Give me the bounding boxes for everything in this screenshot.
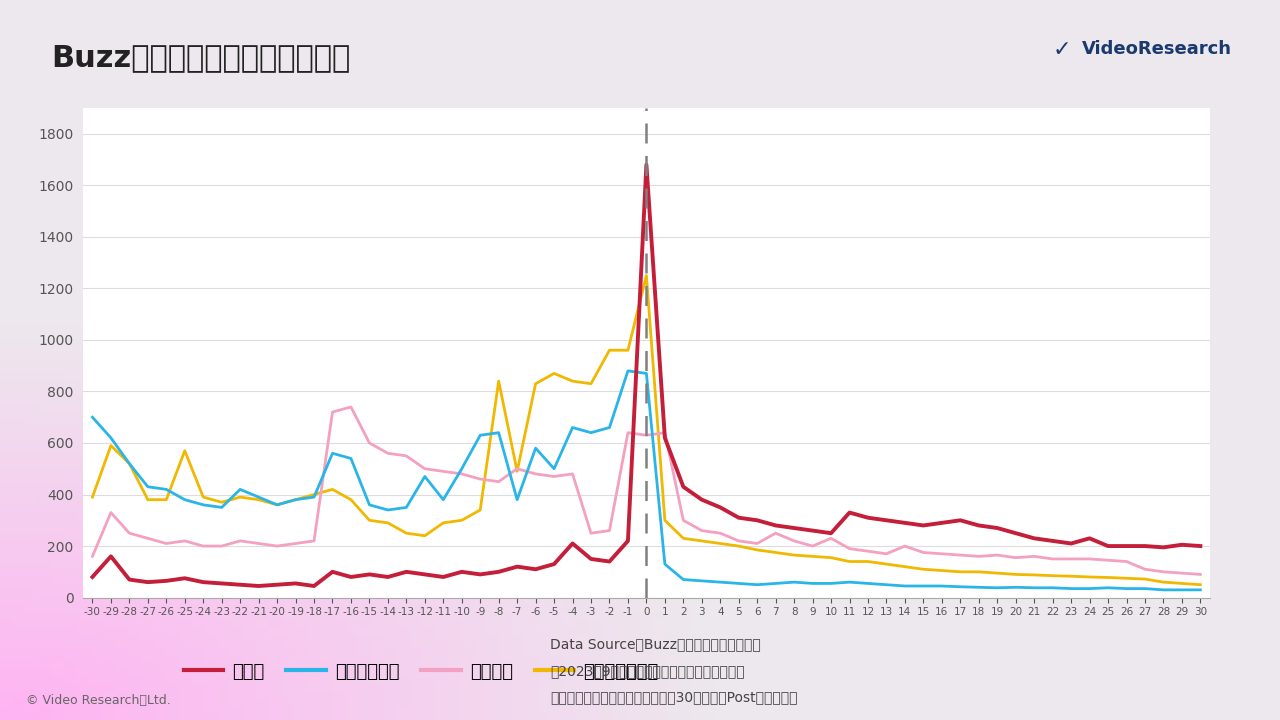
Text: Buzzの爆発力と視聴後への影響: Buzzの爆発力と視聴後への影響 bbox=[51, 43, 351, 72]
Text: VideoResearch: VideoResearch bbox=[1082, 40, 1231, 58]
Text: Data Source：Buzzビューーン！【全国】: Data Source：Buzzビューーン！【全国】 bbox=[550, 637, 762, 651]
Text: ＊放送終了時点を０として、前後30分の毎分Post数のグラフ: ＊放送終了時点を０として、前後30分の毎分Post数のグラフ bbox=[550, 690, 797, 703]
Text: © Video Research　Ltd.: © Video Research Ltd. bbox=[26, 694, 170, 707]
Text: ＊2023年9月の番組から任意に抜出しグラフ化: ＊2023年9月の番組から任意に抜出しグラフ化 bbox=[550, 664, 745, 678]
Text: ✓: ✓ bbox=[1052, 40, 1071, 60]
Legend: バスケ, ドラマ最終回, 音楽番組, バラエティ番組: バスケ, ドラマ最終回, 音楽番組, バラエティ番組 bbox=[177, 656, 666, 688]
